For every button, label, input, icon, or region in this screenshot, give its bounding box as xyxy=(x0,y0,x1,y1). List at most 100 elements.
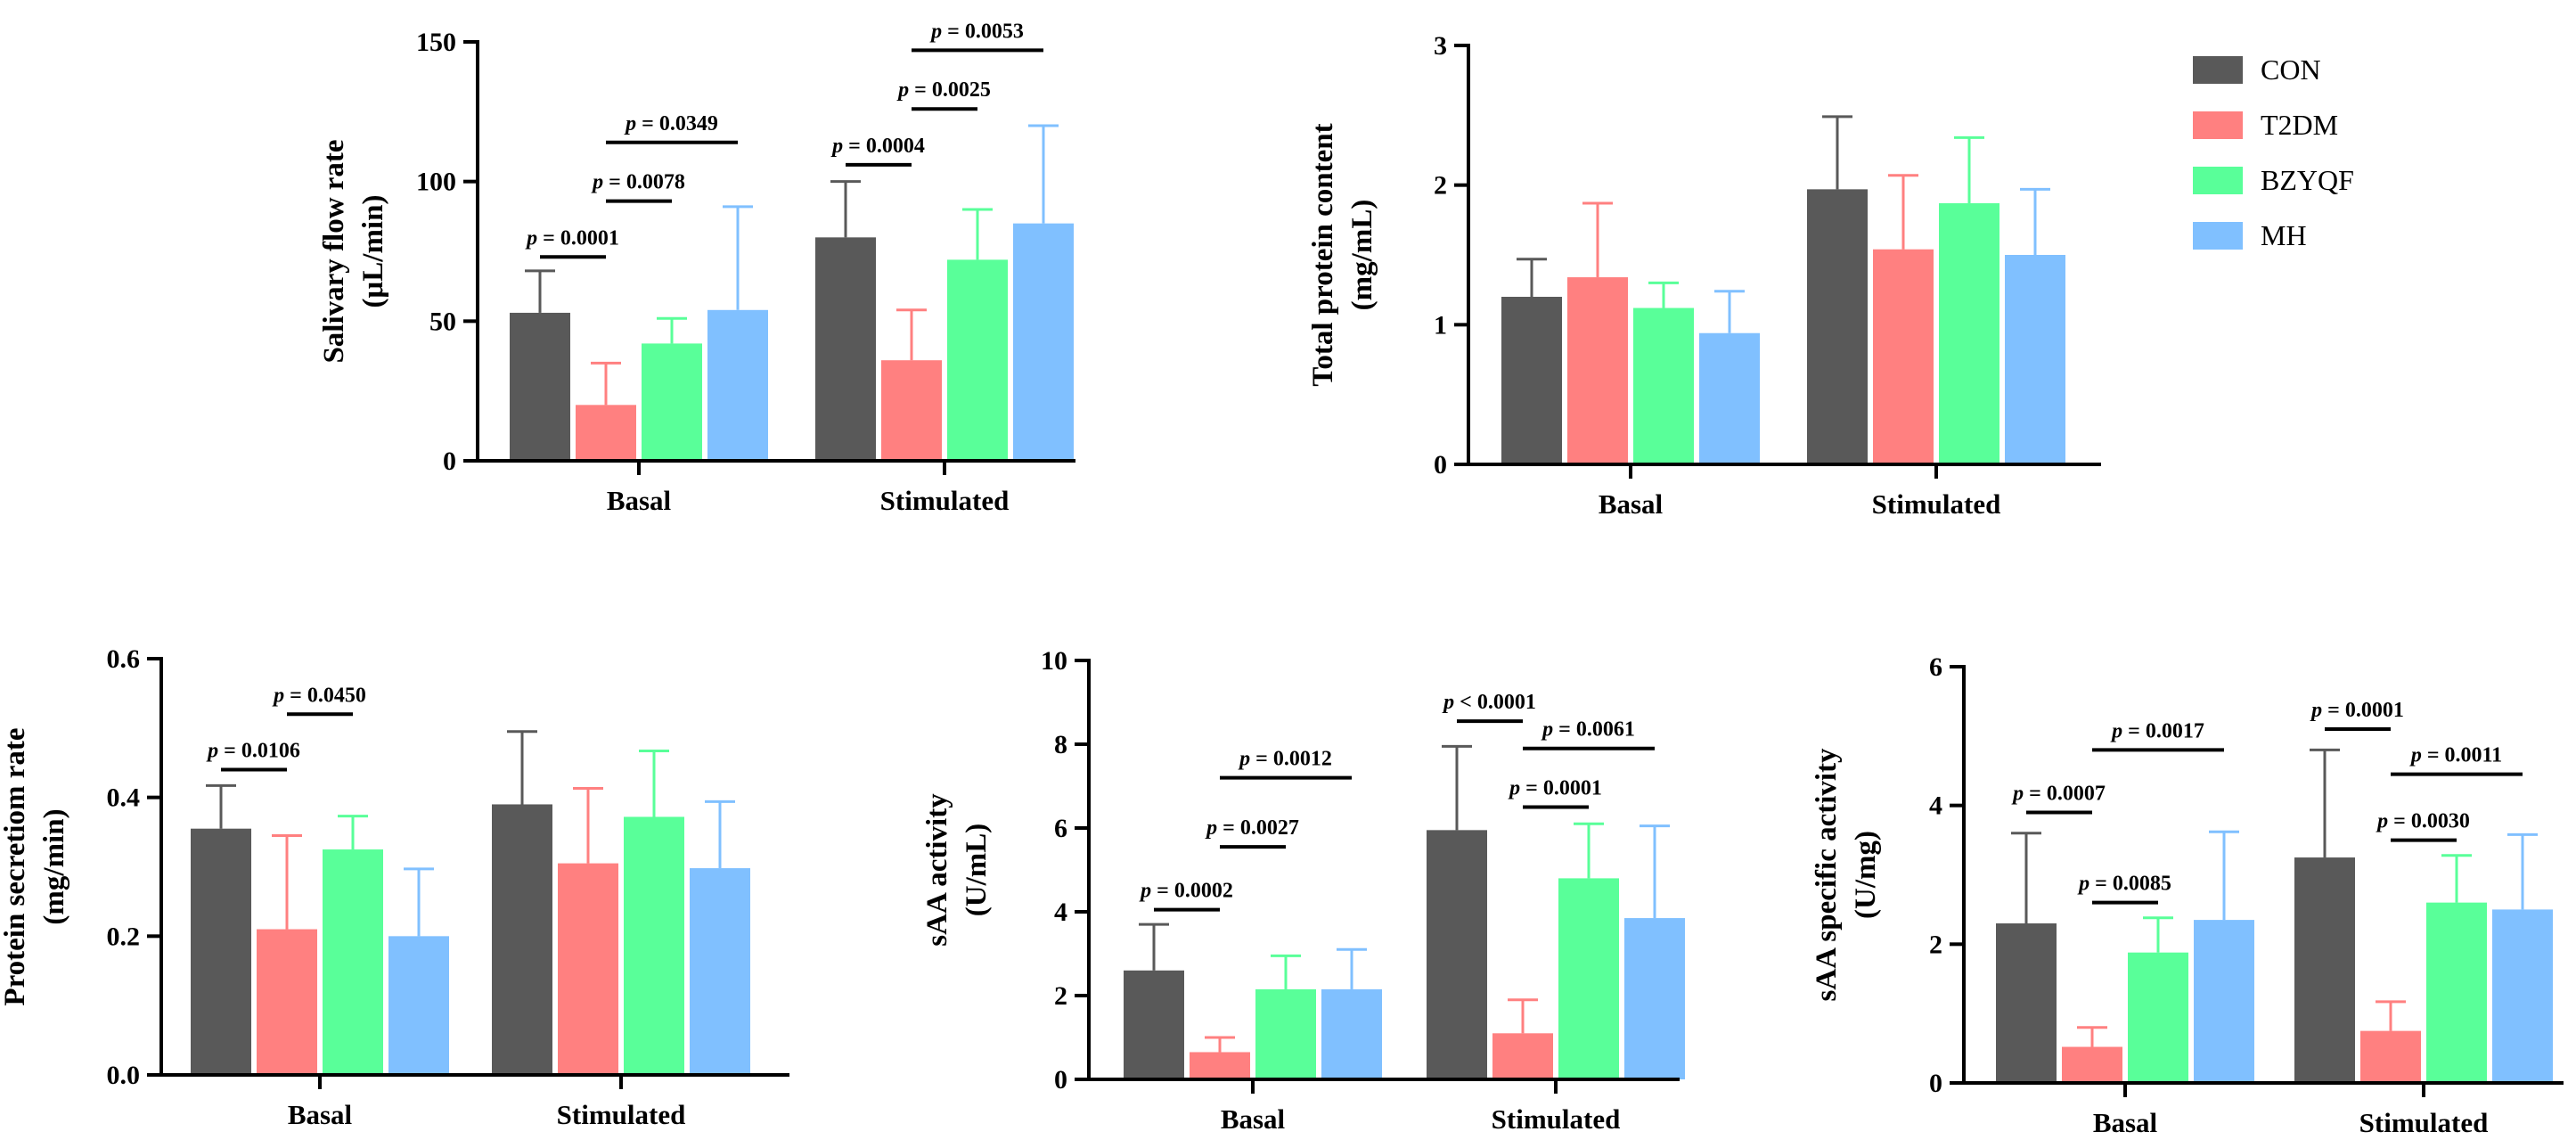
y-axis-label-line: (U/mL) xyxy=(961,824,993,916)
y-tick-label: 0 xyxy=(443,447,456,476)
y-tick-label: 0 xyxy=(1434,450,1447,480)
p-symbol: p xyxy=(2409,744,2422,767)
bar-mh xyxy=(1699,332,1760,464)
y-tick-label: 0 xyxy=(1054,1065,1067,1095)
p-value-label: p = 0.0007 xyxy=(2011,782,2106,805)
y-tick-label: 150 xyxy=(416,28,456,57)
p-symbol: p xyxy=(591,171,603,194)
y-tick-label: 1 xyxy=(1434,310,1447,340)
legend-label-bzyqf: BZYQF xyxy=(2261,164,2354,196)
y-tick-label: 6 xyxy=(1929,652,1942,682)
y-axis-label: Salivary flow rate (μL/min) xyxy=(318,139,389,363)
p-value-text: = 0.0030 xyxy=(2388,810,2470,833)
p-symbol: p xyxy=(1205,816,1217,840)
p-value-text: = 0.0001 xyxy=(537,226,619,250)
bar-mh xyxy=(1624,918,1685,1079)
y-tick-label: 50 xyxy=(429,307,456,336)
p-value-label: p = 0.0030 xyxy=(2376,810,2470,833)
bar-mh xyxy=(707,309,768,461)
bar-con xyxy=(1124,970,1184,1079)
bar-bzyqf xyxy=(2426,902,2487,1083)
bar-t2dm xyxy=(576,405,636,461)
p-value-label: p = 0.0085 xyxy=(2077,873,2171,896)
y-axis-label-line: (μL/min) xyxy=(357,195,389,308)
legend-swatch-con xyxy=(2193,56,2243,84)
bar-bzyqf xyxy=(2128,952,2188,1083)
y-tick-label: 2 xyxy=(1054,981,1067,1011)
y-tick-label: 0.2 xyxy=(107,922,141,951)
p-symbol: p xyxy=(830,135,843,158)
y-tick-label: 2 xyxy=(1434,171,1447,201)
p-symbol: p xyxy=(896,78,909,102)
y-tick-label: 0.0 xyxy=(107,1061,141,1090)
y-tick-label: 0 xyxy=(1929,1069,1942,1098)
y-axis-label: sAA activity (U/mL) xyxy=(921,793,993,947)
bar-t2dm xyxy=(1190,1052,1250,1079)
p-value-text: = 0.0078 xyxy=(603,171,685,194)
p-value-text: = 0.0001 xyxy=(2322,699,2404,722)
bar-con xyxy=(510,312,570,461)
p-symbol: p xyxy=(2376,810,2388,833)
y-tick-label: 0.6 xyxy=(107,644,141,674)
p-value-label: p = 0.0349 xyxy=(624,112,718,135)
p-symbol: p xyxy=(1139,880,1151,903)
x-tick-label: Basal xyxy=(1221,1103,1286,1135)
p-value-label: p = 0.0450 xyxy=(272,684,366,707)
y-tick-label: 0.4 xyxy=(107,783,141,813)
y-tick-label: 6 xyxy=(1054,814,1067,843)
p-value-text: = 0.0004 xyxy=(843,135,925,158)
p-symbol: p xyxy=(1442,691,1454,714)
p-value-text: = 0.0349 xyxy=(636,112,718,135)
bar-t2dm xyxy=(257,929,317,1075)
p-symbol: p xyxy=(1238,748,1250,771)
y-axis-label-line: Total protein content xyxy=(1307,123,1339,386)
bar-mh xyxy=(2005,255,2065,464)
p-symbol: p xyxy=(2110,719,2122,742)
x-tick-label: Stimulated xyxy=(1492,1103,1621,1135)
bar-t2dm xyxy=(1492,1033,1553,1079)
p-value-label: p = 0.0053 xyxy=(929,20,1024,43)
bar-bzyqf xyxy=(1633,308,1694,464)
p-value-label: p = 0.0106 xyxy=(206,740,300,763)
p-symbol: p xyxy=(2310,699,2322,722)
x-tick-label: Basal xyxy=(288,1099,353,1130)
chart-panel-2: 0 1 2 3 Basal Stimulated Total protein content… xyxy=(1307,31,2101,520)
p-symbol: p xyxy=(1541,718,1553,742)
bar-bzyqf xyxy=(1558,878,1619,1079)
x-tick-label: Stimulated xyxy=(557,1099,686,1130)
y-axis-label-line: sAA activity xyxy=(921,793,953,947)
p-value-text: = 0.0007 xyxy=(2024,782,2106,805)
y-axis-label-line: sAA specific activity xyxy=(1811,748,1843,1002)
p-value-label: p = 0.0027 xyxy=(1205,816,1299,840)
bar-t2dm xyxy=(2360,1030,2421,1083)
bar-con xyxy=(815,237,876,461)
bar-t2dm xyxy=(2062,1046,2122,1083)
bar-con xyxy=(191,828,251,1075)
bar-con xyxy=(1807,189,1868,464)
p-value-text: = 0.0106 xyxy=(218,740,300,763)
p-value-text: = 0.0027 xyxy=(1217,816,1299,840)
y-axis-label-line: (mg/min) xyxy=(38,808,70,924)
legend-label-t2dm: T2DM xyxy=(2261,109,2338,141)
p-value-text: = 0.0085 xyxy=(2089,873,2171,896)
p-value-label: p = 0.0002 xyxy=(1139,880,1233,903)
bar-mh xyxy=(388,936,449,1075)
p-value-label: p = 0.0017 xyxy=(2110,719,2204,742)
p-value-text: = 0.0061 xyxy=(1553,718,1635,742)
y-tick-label: 4 xyxy=(1929,791,1942,821)
bar-bzyqf xyxy=(947,259,1008,461)
x-tick-label: Basal xyxy=(2093,1107,2158,1138)
bar-t2dm xyxy=(1873,249,1934,464)
x-tick-label: Basal xyxy=(1599,488,1664,520)
p-value-label: p = 0.0061 xyxy=(1541,718,1635,742)
y-tick-label: 100 xyxy=(416,168,456,197)
p-symbol: p xyxy=(272,684,284,707)
p-value-label: p = 0.0078 xyxy=(591,171,685,194)
p-value-label: p < 0.0001 xyxy=(1442,691,1536,714)
p-value-text: = 0.0011 xyxy=(2422,744,2502,767)
y-axis-label: Total protein content (mg/mL) xyxy=(1307,123,1378,386)
y-axis-label-line: Salivary flow rate xyxy=(318,139,350,363)
p-symbol: p xyxy=(1508,777,1520,800)
